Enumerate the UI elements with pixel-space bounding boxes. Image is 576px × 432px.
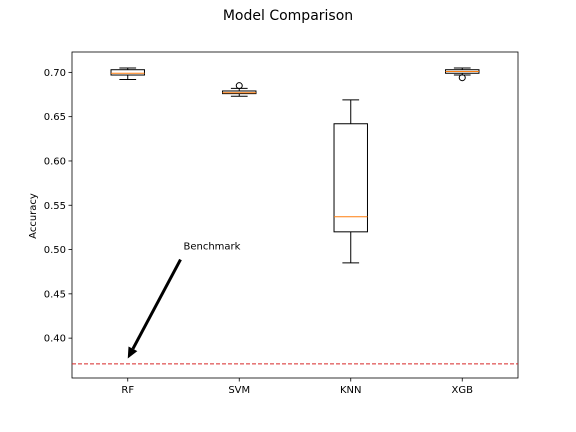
outlier-point [458,74,466,82]
x-tick-label: RF [121,385,134,396]
outlier-point [235,82,243,90]
x-tick-label: SVM [228,385,250,396]
box-rf [110,69,145,76]
y-tick-label: 0.60 [44,156,66,167]
y-tick-label: 0.65 [44,112,66,123]
y-tick-label: 0.40 [44,334,66,345]
y-tick-label: 0.50 [44,245,66,256]
y-axis-label: Accuracy [28,193,39,239]
x-tick-label: KNN [340,385,362,396]
chart-title: Model Comparison [223,8,353,24]
box-knn [333,123,368,233]
annotation-arrow-shaft [131,258,182,350]
y-tick-label: 0.55 [44,201,66,212]
plot-area: 0.40 0.45 0.50 0.55 0.60 0.65 0.70 RF SVM KNN XGB B… [44,51,519,396]
annotation-arrow-head [127,346,138,359]
axes-frame [71,51,519,379]
y-tick-label: 0.45 [44,289,66,300]
annotation-label: Benchmark [184,242,241,253]
x-tick-label: XGB [452,385,474,396]
y-tick-label: 0.70 [44,68,66,79]
